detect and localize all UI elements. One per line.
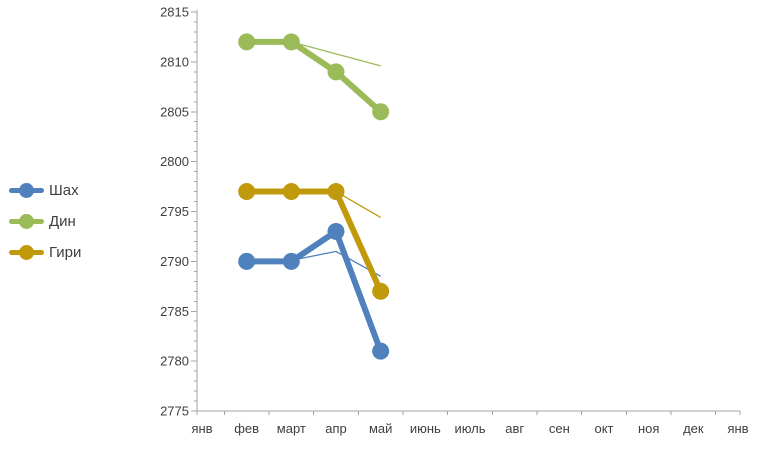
x-tick-label: янв (191, 421, 212, 436)
x-tick-label: ноя (638, 421, 659, 436)
y-axis-tick-labels: 2775 2780 2785 2790 2795 2800 2805 2810 2815 (160, 5, 189, 419)
x-tick-label: май (369, 421, 392, 436)
trend-line-Гири (335, 190, 381, 219)
x-tick-label: июнь (410, 421, 441, 436)
x-tick-label: март (277, 421, 306, 436)
data-point-marker (282, 183, 300, 201)
x-tick-label: июль (454, 421, 485, 436)
x-tick-label: янв (727, 421, 748, 436)
y-tick-label: 2800 (160, 154, 189, 169)
legend-label: Шах (49, 182, 79, 199)
trend-line-Дин (291, 41, 381, 67)
data-point-marker (238, 183, 256, 201)
x-tick-label: дек (683, 421, 704, 436)
legend-marker-line-dot (9, 183, 44, 198)
y-tick-label: 2780 (160, 354, 189, 369)
series-Шах (238, 222, 390, 360)
legend-item-din[interactable]: Дин (9, 206, 81, 237)
series-Гири (238, 183, 390, 300)
x-tick-label: окт (594, 421, 613, 436)
data-point-marker (238, 252, 256, 270)
legend-label: Дин (49, 213, 76, 230)
y-tick-label: 2785 (160, 304, 189, 319)
axes (191, 10, 741, 415)
series-line (243, 188, 384, 295)
y-tick-label: 2810 (160, 54, 189, 69)
data-point-marker (238, 33, 256, 51)
x-tick-label: фев (234, 421, 259, 436)
legend-marker-line-dot (9, 214, 44, 229)
series-line (243, 228, 384, 355)
data-point-marker (282, 252, 300, 270)
x-tick-label: сен (549, 421, 570, 436)
data-point-marker (372, 282, 390, 300)
y-tick-label: 2790 (160, 254, 189, 269)
x-axis-tick-labels: янв фев март апр май июнь июль авг сен окт ноя дек я… (191, 421, 748, 436)
x-tick-label: авг (505, 421, 524, 436)
y-tick-label: 2805 (160, 104, 189, 119)
series-Дин (238, 33, 390, 121)
y-tick-label: 2775 (160, 404, 189, 419)
trend-line-Шах (291, 250, 381, 277)
data-point-marker (327, 63, 345, 81)
legend-marker-line-dot (9, 245, 44, 260)
y-tick-label: 2795 (160, 204, 189, 219)
data-point-marker (372, 103, 390, 121)
data-point-marker (327, 222, 345, 240)
legend-item-shah[interactable]: Шах (9, 175, 81, 206)
series-line (243, 38, 384, 115)
legend-item-giri[interactable]: Гири (9, 237, 81, 268)
y-tick-label: 2815 (160, 5, 189, 20)
legend-label: Гири (49, 244, 82, 261)
x-tick-label: апр (325, 421, 347, 436)
data-point-marker (372, 342, 390, 360)
chart-legend: Шах Дин Гири (9, 175, 81, 268)
